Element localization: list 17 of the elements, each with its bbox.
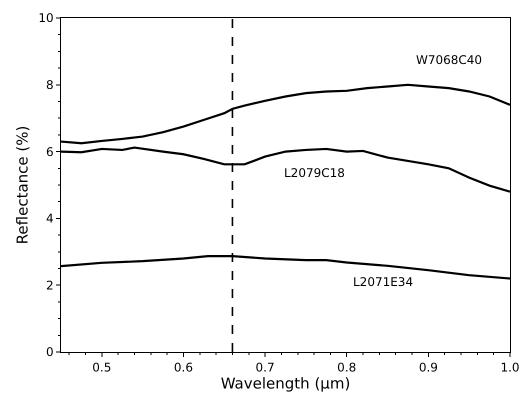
x-tick-label: 1.0 [500,360,520,374]
y-tick-label: 0 [46,345,54,360]
y-axis-title: Reflectance (%) [14,126,32,244]
series-label: L2079C18 [284,166,345,180]
x-tick-label: 0.6 [174,360,193,374]
y-tick-label: 2 [46,278,54,292]
y-tick-label: 6 [46,144,54,159]
y-tick-label: 4 [46,212,54,226]
x-tick-label: 0.9 [418,360,438,374]
x-axis-title: Wavelength (µm) [220,374,350,392]
x-tick-label: 0.8 [337,360,356,374]
series-label: L2071E34 [353,275,414,289]
series-label: W7068C40 [416,53,482,67]
y-tick-label: 10 [38,11,54,26]
x-tick-label: 0.5 [92,360,112,374]
y-tick-label: 8 [46,78,54,92]
x-tick-label: 0.7 [256,360,275,374]
